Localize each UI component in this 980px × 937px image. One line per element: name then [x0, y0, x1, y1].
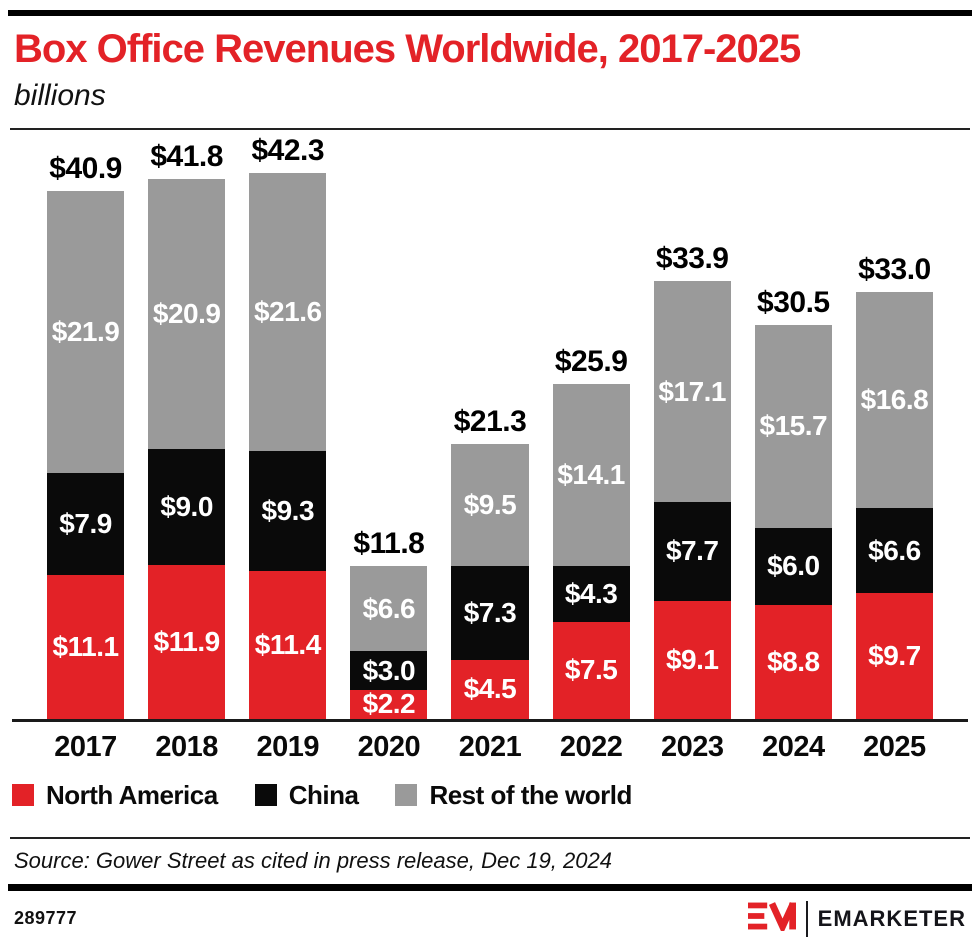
top-rule	[8, 10, 972, 16]
bar-segment-china-2022: $4.3	[552, 566, 630, 622]
bar-segment-north-america-2025: $9.7	[855, 593, 933, 719]
bar-2024: $30.5 $15.7 $6.0 $8.8	[754, 286, 832, 719]
total-label-2021: $21.3	[453, 404, 527, 438]
bar-2023: $33.9 $17.1 $7.7 $9.1	[653, 242, 731, 719]
bar-segment-rest-of-the-world-2021: $9.5	[451, 443, 529, 567]
year-label-2022: 2022	[559, 730, 623, 763]
bar-segment-rest-of-the-world-2020: $6.6	[350, 566, 428, 652]
total-label-2020: $11.8	[353, 527, 425, 561]
total-label-2018: $41.8	[150, 140, 223, 174]
chart-legend: North America China Rest of the world	[12, 780, 980, 811]
total-label-2017: $40.9	[49, 151, 122, 185]
bar-2025: $33.0 $16.8 $6.6 $9.7	[855, 252, 933, 719]
bar-2017: $40.9 $21.9 $7.9 $11.1	[47, 151, 125, 719]
chart-id: 289777	[14, 908, 78, 928]
bar-segment-rest-of-the-world-2018: $20.9	[148, 179, 226, 449]
bar-segment-north-america-2021: $4.5	[451, 660, 529, 719]
source-divider	[10, 836, 970, 839]
bar-segment-china-2025: $6.6	[855, 508, 933, 594]
bar-segment-rest-of-the-world-2017: $21.9	[47, 190, 125, 474]
bar-segment-north-america-2019: $11.4	[249, 571, 327, 719]
bar-segment-rest-of-the-world-2019: $21.6	[249, 172, 327, 452]
legend-label-rest-of-the-world: Rest of the world	[429, 779, 632, 810]
legend-swatch-rest-of-the-world	[395, 784, 418, 806]
page-title: Box Office Revenues Worldwide, 2017-2025	[14, 27, 801, 71]
bar-segment-north-america-2017: $11.1	[47, 575, 125, 719]
bar-segment-china-2018: $9.0	[148, 448, 226, 565]
bar-2018: $41.8 $20.9 $9.0 $11.9	[148, 140, 226, 719]
total-label-2023: $33.9	[655, 242, 729, 276]
total-label-2024: $30.5	[757, 286, 830, 320]
header-divider	[10, 127, 970, 130]
legend-swatch-north-america	[12, 784, 34, 806]
bar-2022: $25.9 $14.1 $4.3 $7.5	[552, 345, 630, 719]
year-label-2018: 2018	[155, 730, 218, 763]
emarketer-logo-icon	[747, 901, 796, 936]
year-label-2017: 2017	[54, 730, 117, 763]
chart-header: Box Office Revenues Worldwide, 2017-2025…	[0, 28, 980, 112]
total-label-2022: $25.9	[554, 345, 628, 379]
year-label-2021: 2021	[458, 730, 522, 763]
logo-divider	[805, 900, 808, 937]
year-label-2024: 2024	[762, 730, 825, 763]
bar-segment-china-2024: $6.0	[754, 527, 832, 605]
legend-item-china: China	[254, 779, 359, 811]
bar-segment-rest-of-the-world-2022: $14.1	[552, 384, 630, 567]
footer: 289777 EMARKETER	[0, 891, 980, 937]
bar-segment-china-2021: $7.3	[451, 566, 529, 661]
bar-segment-rest-of-the-world-2023: $17.1	[653, 281, 731, 502]
year-label-2020: 2020	[357, 730, 421, 763]
bar-segment-north-america-2023: $9.1	[653, 601, 731, 719]
bar-segment-north-america-2020: $2.2	[350, 690, 428, 719]
bar-segment-china-2019: $9.3	[249, 451, 327, 572]
x-axis-line	[12, 718, 968, 722]
bar-2021: $21.3 $9.5 $7.3 $4.5	[451, 404, 529, 719]
year-label-2023: 2023	[660, 730, 724, 763]
legend-item-north-america: North America	[12, 780, 218, 811]
stacked-bar-chart: $40.9 $21.9 $7.9 $11.1 $41.8 $20.9 $9.0 $11.9 $4…	[0, 130, 980, 719]
source-note: Source: Gower Street as cited in press r…	[14, 847, 612, 873]
chart-unit-subtitle: billions	[14, 79, 106, 112]
bar-2020: $11.8 $6.6 $3.0 $2.2	[350, 527, 428, 719]
bar-segment-china-2020: $3.0	[350, 651, 428, 691]
bar-segment-north-america-2024: $8.8	[754, 604, 832, 719]
legend-label-china: China	[288, 779, 359, 810]
bar-segment-rest-of-the-world-2024: $15.7	[754, 325, 832, 528]
footer-rule	[8, 883, 972, 891]
bar-segment-rest-of-the-world-2025: $16.8	[855, 291, 933, 509]
total-label-2019: $42.3	[251, 133, 325, 167]
bar-segment-north-america-2022: $7.5	[552, 621, 630, 719]
bar-segment-north-america-2018: $11.9	[148, 565, 226, 719]
legend-swatch-china	[254, 784, 277, 806]
legend-label-north-america: North America	[46, 779, 218, 810]
year-label-2025: 2025	[863, 730, 926, 763]
bar-segment-china-2017: $7.9	[47, 473, 125, 576]
year-label-2019: 2019	[256, 730, 320, 763]
brand-name: EMARKETER	[817, 905, 966, 931]
total-label-2025: $33.0	[858, 252, 931, 286]
bar-2019: $42.3 $21.6 $9.3 $11.4	[249, 133, 327, 719]
brand-lockup: EMARKETER	[747, 900, 966, 937]
legend-item-rest-of-the-world: Rest of the world	[395, 779, 632, 811]
bar-segment-china-2023: $7.7	[653, 501, 731, 602]
x-axis-labels: 2017 2018 2019 2020 2021 2022 2023 2024 2025	[0, 731, 980, 764]
